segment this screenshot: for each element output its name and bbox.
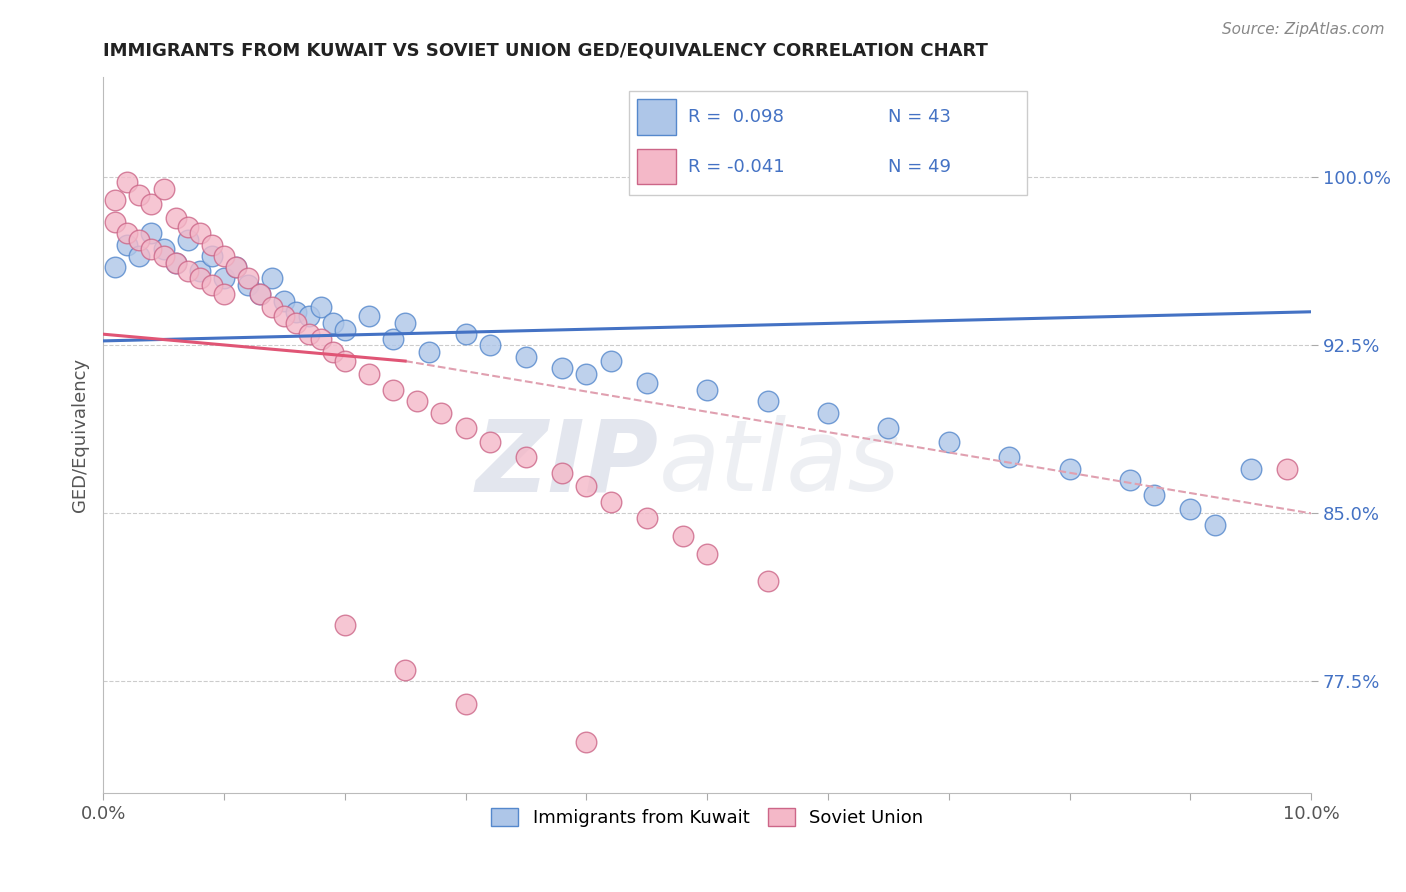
Point [454, 697, 477, 711]
Point [672, 529, 695, 543]
Point [212, 286, 235, 301]
Point [1119, 473, 1142, 487]
Point [249, 286, 271, 301]
Point [309, 301, 332, 315]
Point [575, 479, 598, 493]
Point [454, 421, 477, 435]
Point [141, 197, 163, 211]
Point [176, 233, 198, 247]
Point [551, 360, 574, 375]
Point [201, 237, 224, 252]
Text: atlas: atlas [659, 415, 900, 512]
Point [636, 376, 658, 391]
Point [225, 260, 247, 274]
Point [285, 316, 308, 330]
Point [285, 305, 308, 319]
Point [1204, 517, 1226, 532]
Point [575, 368, 598, 382]
Point [104, 215, 127, 229]
Point [756, 394, 779, 409]
Point [394, 316, 416, 330]
Point [212, 271, 235, 285]
Point [382, 332, 405, 346]
Point [406, 394, 429, 409]
Point [141, 227, 163, 241]
Point [152, 242, 174, 256]
Point [696, 547, 718, 561]
Point [575, 735, 598, 749]
Point [478, 338, 501, 352]
Point [322, 316, 344, 330]
Point [877, 421, 900, 435]
Point [141, 242, 163, 256]
Point [430, 406, 453, 420]
Point [418, 345, 440, 359]
Point [165, 211, 187, 225]
Point [636, 511, 658, 525]
Point [117, 237, 139, 252]
Point [357, 310, 380, 324]
Point [236, 277, 259, 292]
Point [394, 663, 416, 677]
Point [273, 310, 295, 324]
Point [176, 219, 198, 234]
Point [188, 264, 211, 278]
Point [201, 277, 224, 292]
Point [1240, 461, 1263, 475]
Point [165, 255, 187, 269]
Point [756, 574, 779, 588]
Point [128, 233, 150, 247]
Point [599, 354, 621, 368]
Point [152, 249, 174, 263]
Point [1275, 461, 1298, 475]
Point [165, 255, 187, 269]
Point [333, 354, 356, 368]
Text: Source: ZipAtlas.com: Source: ZipAtlas.com [1222, 22, 1385, 37]
Point [128, 249, 150, 263]
Point [176, 264, 198, 278]
Point [454, 327, 477, 342]
Point [382, 383, 405, 397]
Point [297, 327, 319, 342]
Point [117, 175, 139, 189]
Point [262, 301, 284, 315]
Point [551, 466, 574, 480]
Point [357, 368, 380, 382]
Point [1059, 461, 1081, 475]
Point [236, 271, 259, 285]
Point [188, 227, 211, 241]
Point [322, 345, 344, 359]
Point [152, 181, 174, 195]
Point [309, 332, 332, 346]
Point [696, 383, 718, 397]
Point [273, 293, 295, 308]
Point [104, 193, 127, 207]
Point [998, 450, 1021, 465]
Point [1143, 488, 1166, 502]
Text: IMMIGRANTS FROM KUWAIT VS SOVIET UNION GED/EQUIVALENCY CORRELATION CHART: IMMIGRANTS FROM KUWAIT VS SOVIET UNION G… [103, 42, 988, 60]
Point [104, 260, 127, 274]
Point [212, 249, 235, 263]
Point [333, 618, 356, 632]
Point [817, 406, 839, 420]
Point [225, 260, 247, 274]
Y-axis label: GED/Equivalency: GED/Equivalency [72, 358, 89, 512]
Point [478, 434, 501, 449]
Point [262, 271, 284, 285]
Point [515, 350, 537, 364]
Point [128, 188, 150, 202]
Point [201, 249, 224, 263]
Point [515, 450, 537, 465]
Point [297, 310, 319, 324]
Point [1180, 502, 1202, 516]
Legend: Immigrants from Kuwait, Soviet Union: Immigrants from Kuwait, Soviet Union [484, 801, 931, 835]
Point [188, 271, 211, 285]
Point [599, 495, 621, 509]
Point [117, 227, 139, 241]
Text: ZIP: ZIP [475, 415, 659, 512]
Point [333, 323, 356, 337]
Point [938, 434, 960, 449]
Point [249, 286, 271, 301]
